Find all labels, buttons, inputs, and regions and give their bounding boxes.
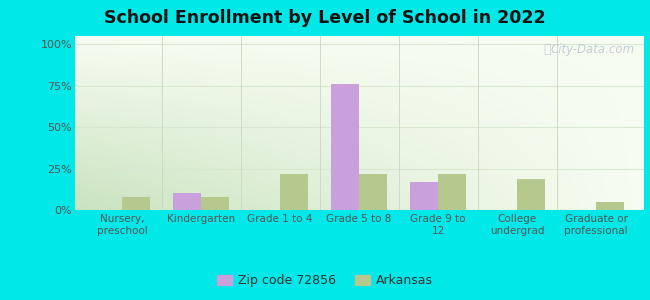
Bar [517,178,545,210]
Bar [122,197,150,210]
Bar [410,182,438,210]
Bar [280,173,308,210]
Text: School Enrollment by Level of School in 2022: School Enrollment by Level of School in … [104,9,546,27]
Bar [596,202,624,210]
Text: ⓘ: ⓘ [544,43,551,56]
Text: City-Data.com: City-Data.com [551,43,635,56]
Bar [174,194,201,210]
Bar [359,173,387,210]
Bar [332,84,359,210]
Bar [201,197,229,210]
Bar [438,173,466,210]
Legend: Zip code 72856, Arkansas: Zip code 72856, Arkansas [212,269,438,292]
